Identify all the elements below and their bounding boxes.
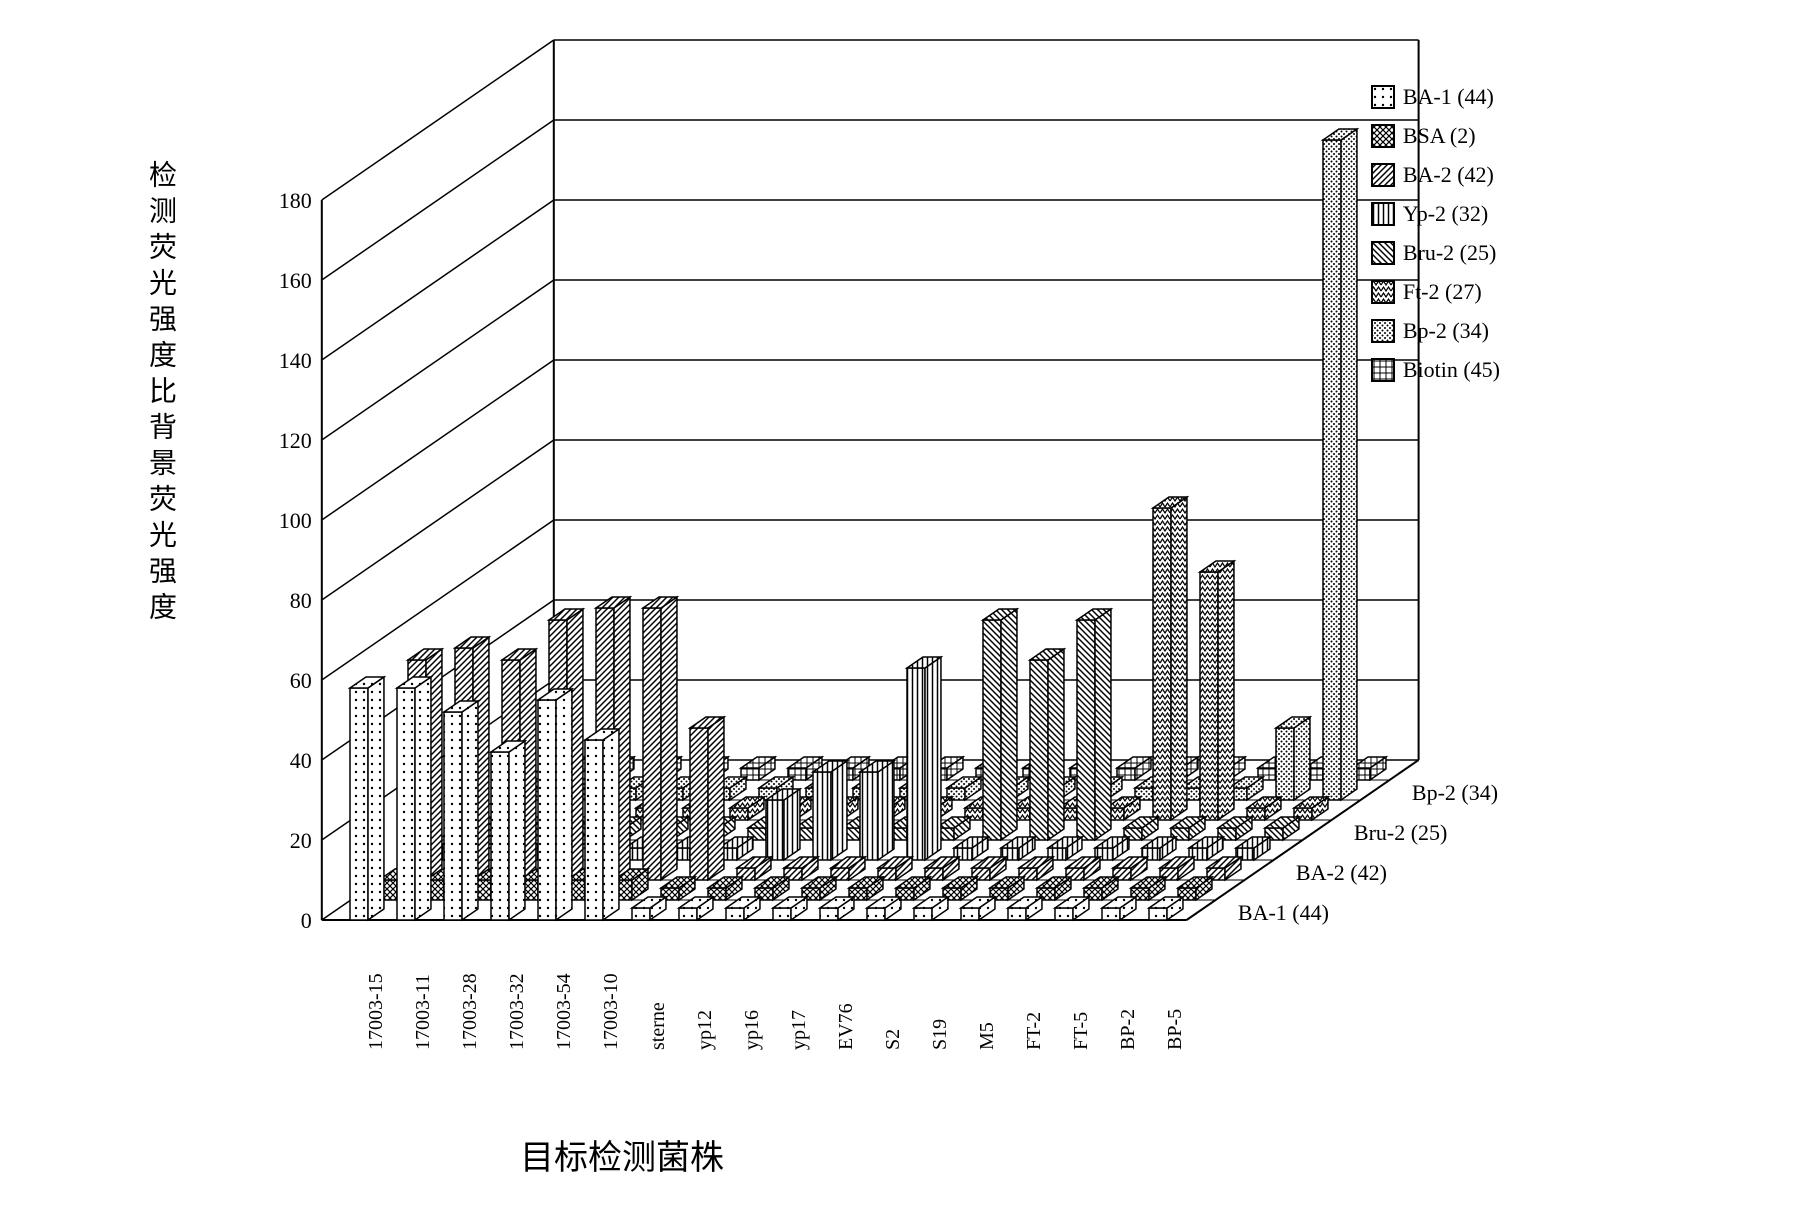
x-tick-label: EV76 xyxy=(835,1003,858,1050)
chart-3d-bar: 检测荧光强度比背景荧光强度 BA-1 (44)BSA (2)BA-2 (42)Y… xyxy=(120,40,1520,1040)
legend-item: Yp-2 (32) xyxy=(1371,197,1500,230)
legend-swatch xyxy=(1371,85,1395,109)
chart-grid xyxy=(120,40,1520,1040)
y-tick-label: 180 xyxy=(252,188,312,214)
legend-swatch xyxy=(1371,241,1395,265)
legend-label: Biotin (45) xyxy=(1403,353,1500,386)
x-axis-label: 目标检测菌株 xyxy=(520,1130,724,1179)
z-tick-label: Bru-2 (25) xyxy=(1354,820,1447,846)
y-tick-label: 160 xyxy=(252,268,312,294)
y-tick-label: 140 xyxy=(252,348,312,374)
y-tick-label: 60 xyxy=(252,668,312,694)
x-tick-label: yp12 xyxy=(694,1010,717,1050)
legend-swatch xyxy=(1371,358,1395,382)
x-tick-label: BP-5 xyxy=(1164,1009,1187,1050)
x-tick-label: yp17 xyxy=(788,1010,811,1050)
legend-label: Bp-2 (34) xyxy=(1403,314,1489,347)
x-tick-label: BP-2 xyxy=(1117,1009,1140,1050)
legend-swatch xyxy=(1371,319,1395,343)
legend-item: BA-1 (44) xyxy=(1371,80,1500,113)
legend: BA-1 (44) BSA (2) BA-2 (42) Yp-2 (32) Bru-2 … xyxy=(1371,80,1500,392)
legend-swatch xyxy=(1371,124,1395,148)
y-tick-label: 0 xyxy=(252,908,312,934)
legend-label: BA-2 (42) xyxy=(1403,158,1494,191)
x-tick-label: FT-2 xyxy=(1023,1012,1046,1050)
z-tick-label: Bp-2 (34) xyxy=(1412,780,1498,806)
x-tick-label: 17003-11 xyxy=(412,974,435,1050)
legend-item: Bru-2 (25) xyxy=(1371,236,1500,269)
legend-label: BSA (2) xyxy=(1403,119,1476,152)
legend-label: BA-1 (44) xyxy=(1403,80,1494,113)
x-tick-label: 17003-54 xyxy=(553,973,576,1050)
legend-swatch xyxy=(1371,202,1395,226)
x-tick-label: 17003-32 xyxy=(506,973,529,1050)
y-tick-label: 40 xyxy=(252,748,312,774)
x-tick-label: 17003-28 xyxy=(459,973,482,1050)
y-tick-label: 20 xyxy=(252,828,312,854)
x-tick-label: 17003-15 xyxy=(365,973,388,1050)
x-tick-label: 17003-10 xyxy=(600,973,623,1050)
legend-item: Bp-2 (34) xyxy=(1371,314,1500,347)
legend-item: Ft-2 (27) xyxy=(1371,275,1500,308)
legend-label: Ft-2 (27) xyxy=(1403,275,1482,308)
legend-item: Biotin (45) xyxy=(1371,353,1500,386)
x-tick-label: FT-5 xyxy=(1070,1012,1093,1050)
x-tick-label: S2 xyxy=(882,1029,905,1050)
legend-label: Bru-2 (25) xyxy=(1403,236,1496,269)
z-tick-label: BA-1 (44) xyxy=(1238,900,1329,926)
legend-swatch xyxy=(1371,163,1395,187)
y-tick-label: 100 xyxy=(252,508,312,534)
x-tick-label: S19 xyxy=(929,1019,952,1050)
legend-label: Yp-2 (32) xyxy=(1403,197,1488,230)
y-tick-label: 120 xyxy=(252,428,312,454)
legend-item: BSA (2) xyxy=(1371,119,1500,152)
x-tick-label: sterne xyxy=(647,1002,670,1050)
x-tick-label: yp16 xyxy=(741,1010,764,1050)
y-tick-label: 80 xyxy=(252,588,312,614)
legend-item: BA-2 (42) xyxy=(1371,158,1500,191)
z-tick-label: BA-2 (42) xyxy=(1296,860,1387,886)
legend-swatch xyxy=(1371,280,1395,304)
x-tick-label: M5 xyxy=(976,1022,999,1050)
